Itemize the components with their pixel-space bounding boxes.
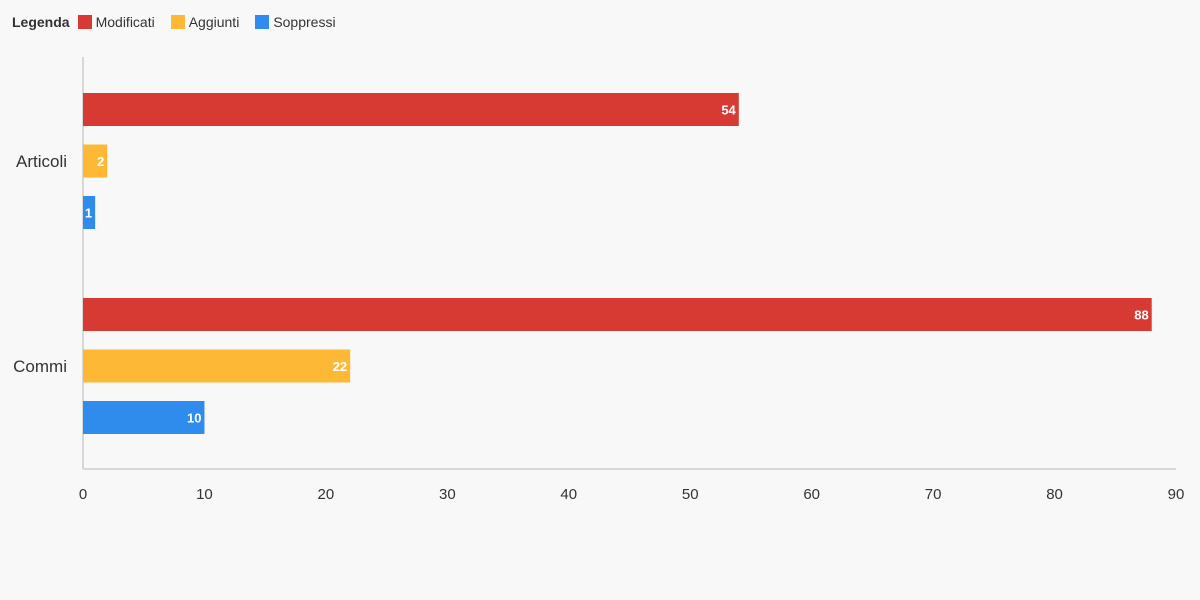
x-tick-label: 30 [439, 486, 456, 503]
bar-modificati-articoli [83, 93, 739, 126]
bar-aggiunti-articoli [83, 144, 108, 178]
data-label-aggiunti-commi: 22 [333, 359, 347, 374]
bar-soppressi-articoli [83, 196, 96, 229]
data-label-soppressi-articoli: 1 [85, 206, 92, 221]
legend-item-aggiunti: Aggiunti [170, 14, 240, 30]
x-tick-label: 80 [1046, 486, 1063, 503]
data-label-modificati-articoli: 54 [721, 103, 736, 118]
x-tick-label: 40 [560, 486, 577, 503]
x-tick-label: 70 [925, 486, 942, 503]
data-label-modificati-commi: 88 [1134, 308, 1148, 323]
legend-label-modificati: Modificati [95, 14, 155, 30]
data-label-soppressi-commi: 10 [187, 411, 201, 426]
legend-swatch-aggiunti [170, 15, 185, 29]
category-label-commi: Commi [13, 357, 67, 376]
x-tick-label: 10 [196, 486, 213, 503]
x-tick-label: 0 [79, 486, 87, 503]
category-label-articoli: Articoli [16, 152, 67, 171]
x-tick-label: 60 [803, 486, 820, 503]
x-tick-label: 50 [682, 486, 699, 503]
bar-aggiunti-commi [83, 349, 351, 383]
data-label-aggiunti-articoli: 2 [97, 154, 104, 169]
legend-item-soppressi: Soppressi [255, 14, 336, 30]
legend-label-aggiunti: Aggiunti [188, 14, 240, 30]
x-tick-label: 90 [1168, 486, 1185, 503]
legend-swatch-soppressi [255, 15, 270, 29]
x-tick-label: 20 [318, 486, 335, 503]
legend: Legenda Modificati Aggiunti Soppressi [12, 12, 352, 32]
legend-label-soppressi: Soppressi [273, 14, 336, 30]
bar-modificati-commi [83, 298, 1152, 331]
legend-item-modificati: Modificati [77, 14, 155, 30]
legend-swatch-modificati [77, 15, 92, 29]
bar-soppressi-commi [83, 401, 205, 434]
legend-title: Legenda [12, 14, 70, 30]
